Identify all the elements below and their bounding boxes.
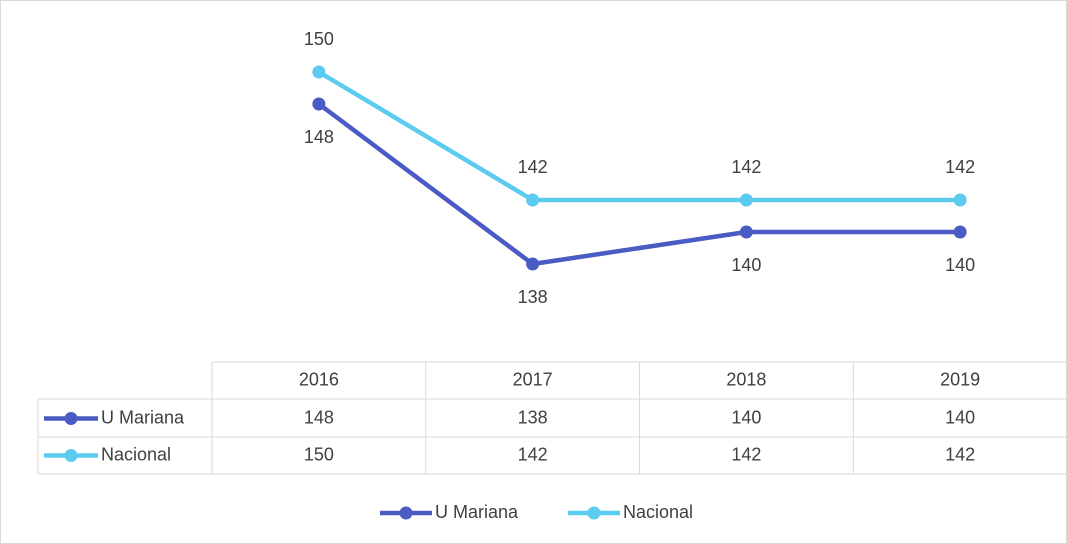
table-cell: 140 (945, 407, 975, 427)
data-label: 138 (518, 287, 548, 307)
legend-key-marker (399, 506, 413, 520)
data-label: 140 (945, 255, 975, 275)
legend-label: Nacional (623, 502, 693, 522)
table-row-header: Nacional (101, 444, 171, 464)
table-cell: 138 (518, 407, 548, 427)
table-header: 2017 (513, 369, 553, 389)
data-label: 142 (945, 157, 975, 177)
table-cell: 142 (518, 444, 548, 464)
data-point (739, 225, 753, 239)
table-cell: 150 (304, 444, 334, 464)
data-point (312, 97, 326, 111)
legend-key-marker (64, 412, 78, 425)
data-point (526, 193, 540, 207)
table-cell: 142 (731, 444, 761, 464)
data-point (953, 193, 967, 207)
data-point (312, 65, 326, 79)
legend-key-marker (64, 449, 78, 462)
table-header: 2018 (726, 369, 766, 389)
data-label: 142 (518, 157, 548, 177)
series-line (317, 70, 961, 203)
table-cell: 140 (731, 407, 761, 427)
table-row-header: U Mariana (101, 407, 185, 427)
data-label: 148 (304, 127, 334, 147)
legend-key-marker (587, 506, 601, 520)
data-label: 140 (731, 255, 761, 275)
series-line (317, 102, 961, 267)
table-header: 2016 (299, 369, 339, 389)
data-label: 142 (731, 157, 761, 177)
data-label: 150 (304, 29, 334, 49)
table-cell: 142 (945, 444, 975, 464)
data-point (953, 225, 967, 239)
data-point (739, 193, 753, 207)
table-header: 2019 (940, 369, 980, 389)
data-point (526, 257, 540, 271)
legend-label: U Mariana (435, 502, 519, 522)
table-cell: 148 (304, 407, 334, 427)
